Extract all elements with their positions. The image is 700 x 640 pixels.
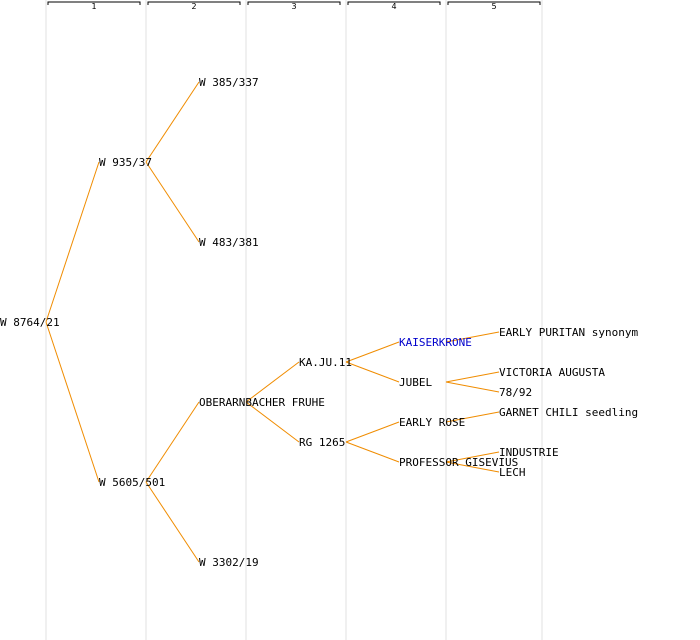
- ancestor-node: GARNET CHILI seedling: [499, 406, 638, 419]
- pedigree-edge: [45, 161, 100, 323]
- pedigree-edge: [145, 161, 200, 243]
- pedigree-edge: [445, 381, 500, 393]
- column-header-bracket: [47, 1, 141, 5]
- generation-number: 3: [291, 2, 296, 11]
- generation-number: 4: [391, 2, 396, 11]
- great-grandparent-node: RG 1265: [299, 436, 345, 449]
- great-grandparent-node: KA.JU.11: [299, 356, 352, 369]
- grandparent-node: OBERARNBACHER FRUHE: [199, 396, 325, 409]
- pedigree-edge: [145, 401, 200, 483]
- column-header-bracket: [447, 1, 541, 5]
- ancestor-link-kaiserkrone[interactable]: KAISERKRONE: [399, 336, 472, 349]
- pedigree-edge: [445, 371, 500, 383]
- pedigree-edge: [245, 361, 300, 403]
- pedigree-edge: [345, 421, 400, 443]
- generation-number: 2: [191, 2, 196, 11]
- pedigree-edge: [445, 461, 500, 473]
- pedigree-edge: [345, 441, 400, 463]
- root-individual: W 8764/21: [0, 316, 60, 329]
- grandparent-node: W 385/337: [199, 76, 259, 89]
- column-header-bracket: [347, 1, 441, 5]
- pedigree-edge: [145, 81, 200, 163]
- ancestor-node: 78/92: [499, 386, 532, 399]
- ancestor-node: EARLY PURITAN synonym: [499, 326, 638, 339]
- column-header-bracket: [147, 1, 241, 5]
- pedigree-edge: [245, 401, 300, 443]
- pedigree-edge: [445, 331, 500, 343]
- ancestor-node: LECH: [499, 466, 526, 479]
- ancestor-node: VICTORIA AUGUSTA: [499, 366, 605, 379]
- grandparent-node: W 3302/19: [199, 556, 259, 569]
- parent-node: W 5605/501: [99, 476, 165, 489]
- pedigree-edge: [345, 361, 400, 383]
- parent-node: W 935/37: [99, 156, 152, 169]
- ancestor-node: EARLY ROSE: [399, 416, 465, 429]
- pedigree-edge: [445, 411, 500, 423]
- generation-number: 1: [91, 2, 96, 11]
- ancestor-node: JUBEL: [399, 376, 432, 389]
- grandparent-node: W 483/381: [199, 236, 259, 249]
- pedigree-edge: [45, 321, 100, 483]
- column-header-bracket: [247, 1, 341, 5]
- generation-number: 5: [491, 2, 496, 11]
- ancestor-node: INDUSTRIE: [499, 446, 559, 459]
- pedigree-edge: [445, 451, 500, 463]
- pedigree-edge: [145, 481, 200, 563]
- ancestor-node: PROFESSOR GISEVIUS: [399, 456, 518, 469]
- pedigree-edge: [345, 341, 400, 363]
